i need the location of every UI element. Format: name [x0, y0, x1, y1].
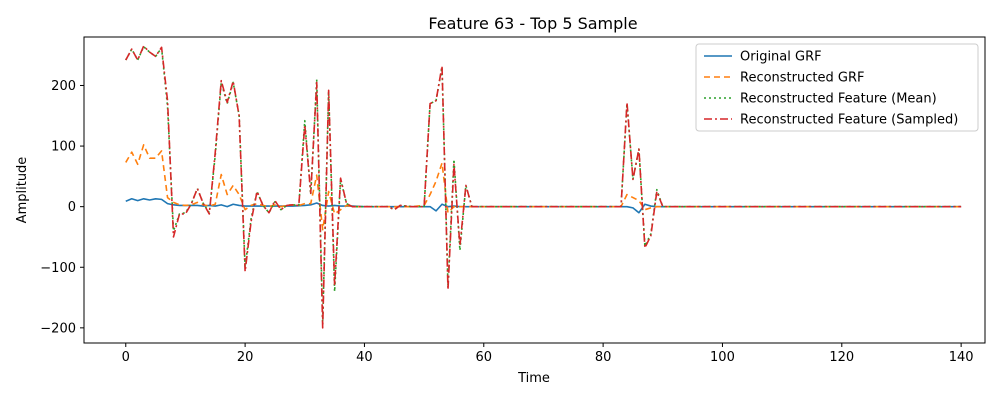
chart-title: Feature 63 - Top 5 Sample: [428, 14, 637, 33]
y-tick-label: −200: [40, 321, 76, 336]
y-tick-label: −100: [40, 261, 76, 276]
plot-area: [125, 45, 962, 329]
legend-label-2: Reconstructed GRF: [740, 71, 864, 86]
x-tick-label: 100: [710, 350, 735, 365]
y-tick-label: 100: [51, 140, 76, 155]
axes-frame: [83, 36, 986, 344]
legend-label-1: Original GRF: [740, 50, 822, 65]
x-tick-label: 120: [829, 350, 854, 365]
series-line-2: [125, 144, 962, 231]
x-tick-label: 60: [476, 350, 493, 365]
x-axis-label: Time: [517, 371, 550, 386]
legend: Original GRF Reconstructed GRF Reconstruct…: [695, 43, 979, 132]
legend-label-4: Reconstructed Feature (Sampled): [740, 113, 958, 128]
x-tick-label: 0: [122, 350, 130, 365]
x-tick-label: 40: [356, 350, 373, 365]
y-tick-label: 200: [51, 79, 76, 94]
legend-label-3: Reconstructed Feature (Mean): [740, 92, 937, 107]
y-tick-label: 0: [68, 200, 76, 215]
x-tick-label: 20: [237, 350, 254, 365]
x-tick-label: 80: [595, 350, 612, 365]
legend-box: [695, 43, 979, 132]
x-tick-label: 140: [949, 350, 974, 365]
series-line-4: [125, 45, 962, 329]
y-axis-label: Amplitude: [15, 157, 30, 224]
